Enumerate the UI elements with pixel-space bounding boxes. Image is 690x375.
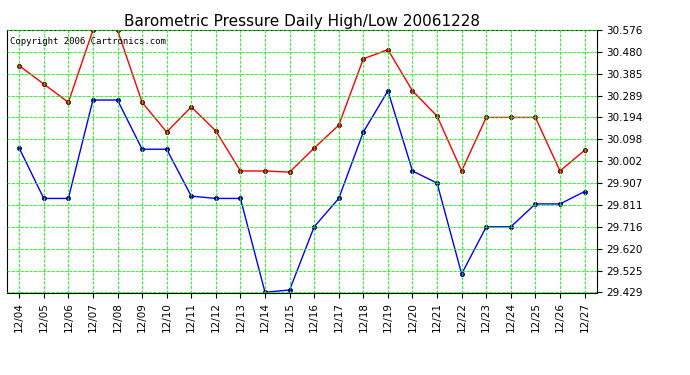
Text: Copyright 2006 Cartronics.com: Copyright 2006 Cartronics.com <box>10 37 166 46</box>
Title: Barometric Pressure Daily High/Low 20061228: Barometric Pressure Daily High/Low 20061… <box>124 14 480 29</box>
